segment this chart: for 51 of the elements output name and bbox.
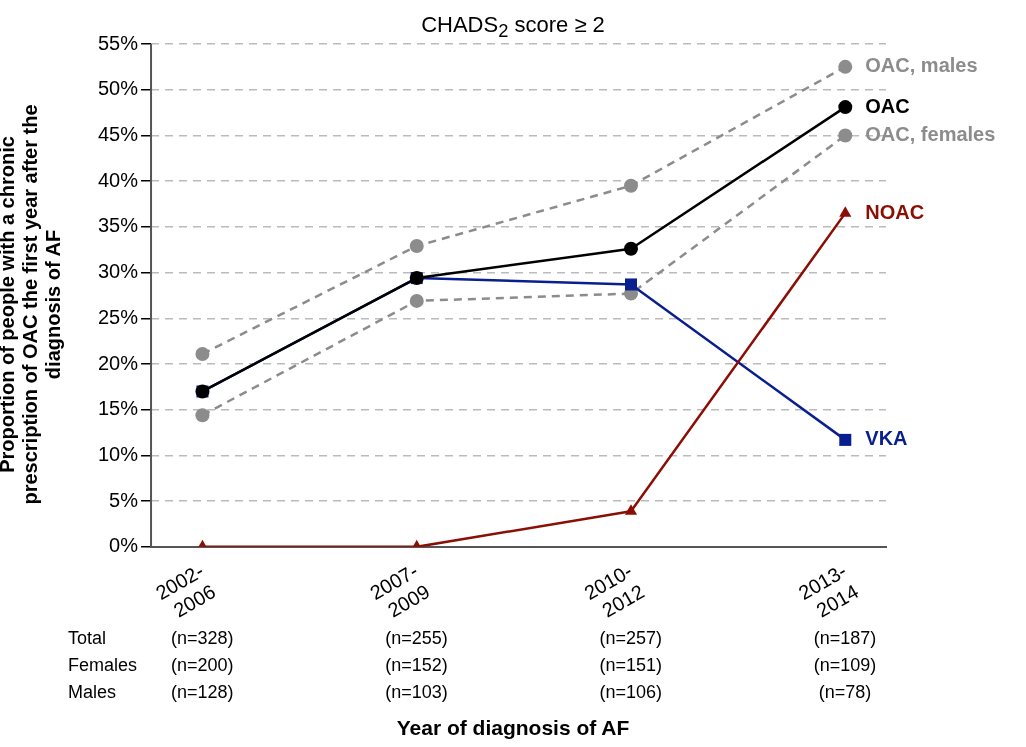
y-tick-label: 45% — [98, 122, 139, 145]
series-label: NOAC — [865, 200, 925, 223]
series-label: OAC — [865, 94, 910, 117]
text: (n=103) — [385, 682, 448, 703]
point — [195, 346, 210, 361]
point — [409, 293, 424, 308]
y-tick-label: 25% — [98, 305, 139, 328]
text: (n=257) — [599, 628, 663, 649]
point — [624, 178, 639, 193]
y-tick-label: 10% — [98, 442, 139, 465]
point — [838, 128, 853, 143]
text: (n=328) — [170, 628, 234, 649]
text: (n=187) — [813, 628, 877, 649]
point — [624, 504, 638, 515]
y-tick-label: 15% — [98, 397, 139, 420]
text: (n=109) — [813, 655, 877, 676]
y-tick-label: 20% — [98, 351, 139, 374]
point — [195, 408, 210, 423]
series-label: OAC, males — [865, 54, 978, 77]
y-tick-label: 55% — [98, 31, 139, 54]
point — [839, 433, 852, 446]
text: (n=255) — [385, 628, 448, 649]
text: (n=152) — [385, 655, 448, 676]
point — [838, 100, 853, 115]
text: (n=151) — [599, 655, 663, 676]
y-tick-label: 5% — [109, 488, 139, 511]
y-tick-label: 30% — [98, 260, 139, 283]
series-label: OAC, females — [865, 122, 996, 145]
text: (n=78) — [818, 682, 872, 703]
text: (n=106) — [599, 682, 663, 703]
x-axis-title: Year of diagnosis of AF — [395, 716, 631, 740]
y-tick-label: 35% — [98, 214, 139, 237]
x-tick-label: 2002- 2006 — [151, 559, 220, 622]
chart-title: CHADS$_{2}$ score ≥ 2 — [421, 12, 605, 42]
text: (n=128) — [170, 682, 234, 703]
point — [625, 278, 638, 291]
point — [409, 239, 424, 254]
y-tick-label: 40% — [98, 168, 139, 191]
x-tick-label: 2013- 2014 — [794, 559, 863, 622]
point — [624, 241, 639, 256]
text: Females — [68, 655, 138, 676]
point — [838, 59, 853, 74]
text: (n=200) — [170, 655, 234, 676]
series-label: VKA — [865, 427, 908, 450]
x-tick-label: 2007- 2009 — [366, 559, 434, 622]
y-tick-label: 50% — [98, 77, 139, 100]
point — [839, 206, 852, 217]
text: Males — [68, 682, 117, 703]
text: Total — [68, 628, 107, 649]
x-tick-label: 2010- 2012 — [580, 559, 648, 622]
y-tick-label: 0% — [109, 534, 139, 557]
